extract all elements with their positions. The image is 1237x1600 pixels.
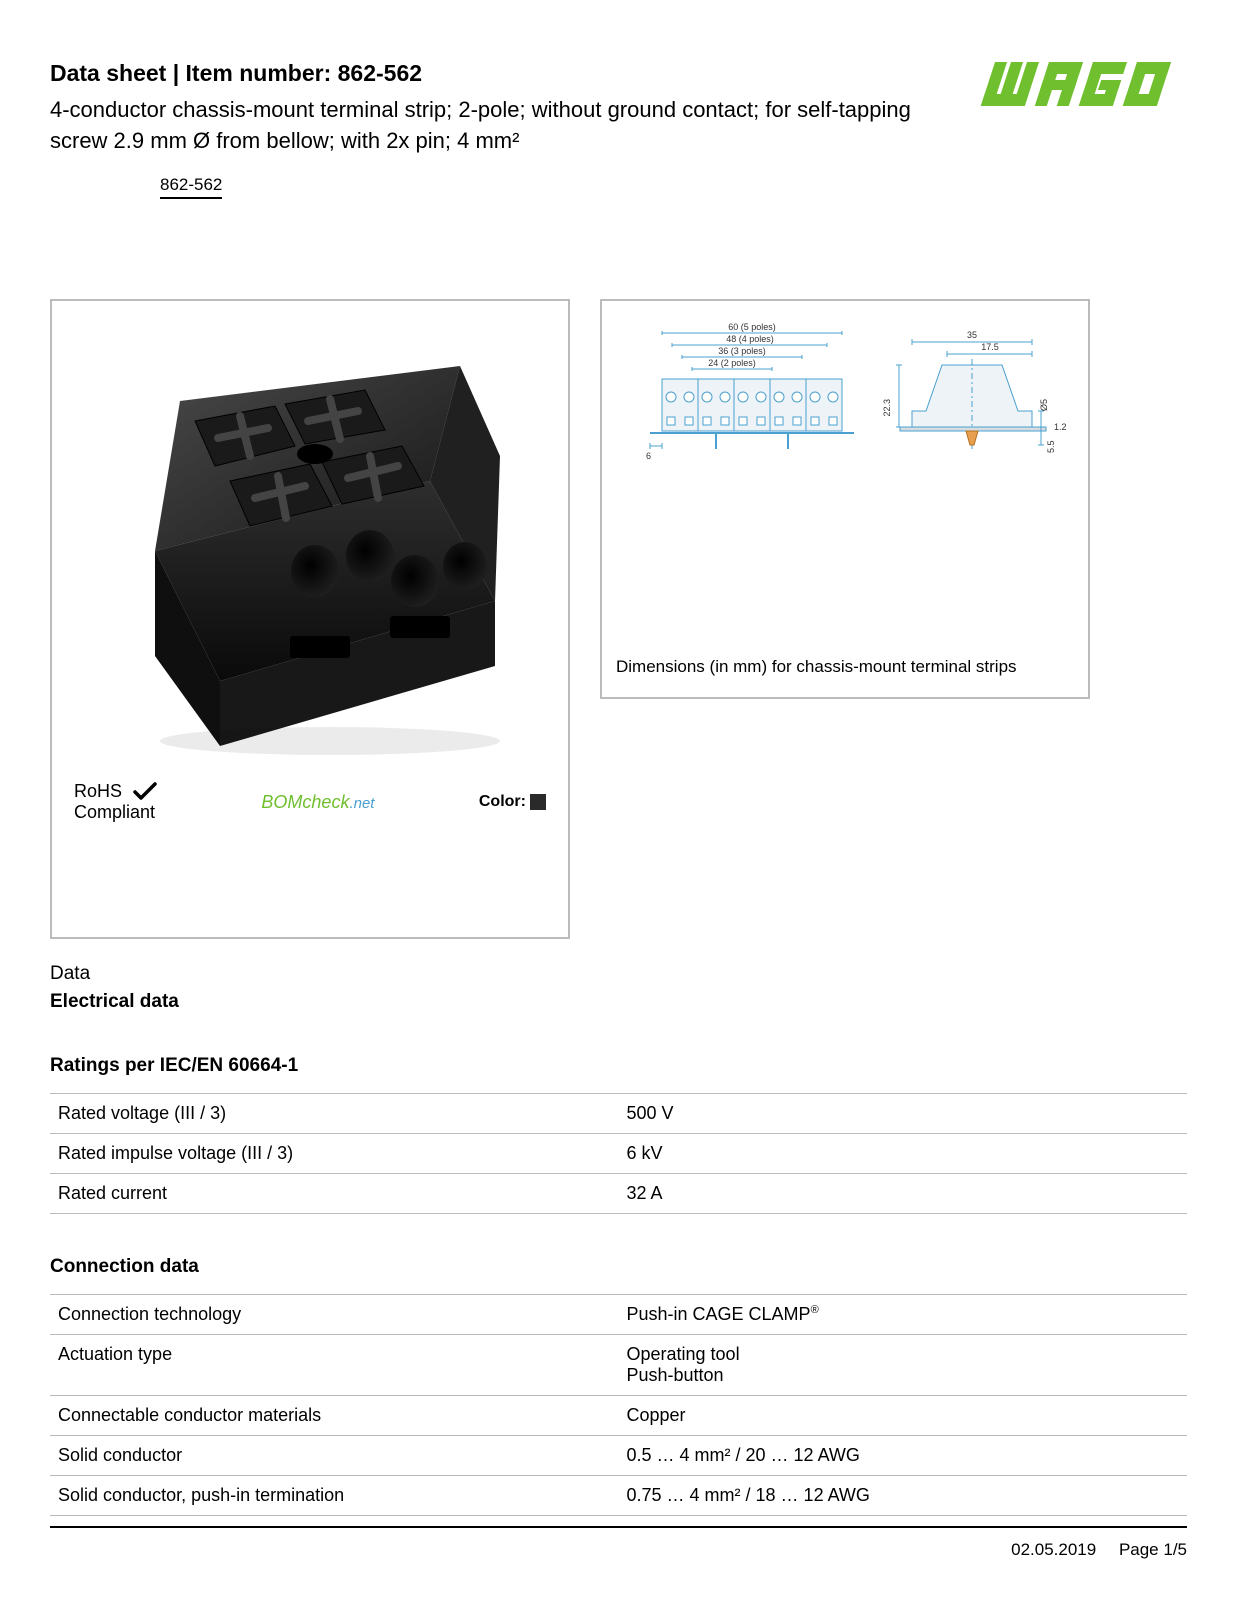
spec-value: 32 A [619,1173,1188,1213]
electrical-data-heading: Electrical data [50,991,1187,1013]
spec-key: Actuation type [50,1334,619,1395]
rohs-compliant-badge: RoHS Compliant [74,781,157,824]
dim-hole: Ø5 [1039,399,1049,411]
spec-value: Operating toolPush-button [619,1334,1188,1395]
title-item-number: 862-562 [338,60,422,86]
spec-key: Connectable conductor materials [50,1395,619,1435]
bomcheck-suffix: .net [349,795,374,812]
page-footer: 02.05.2019 Page 1/5 [50,1526,1187,1560]
spec-value: Push-in CAGE CLAMP® [619,1294,1188,1334]
dimension-caption: Dimensions (in mm) for chassis-mount ter… [616,657,1017,677]
title-item-label: Item number: [186,60,332,86]
data-section-label: Data [50,963,1187,985]
spec-key: Rated current [50,1173,619,1213]
table-row: Connection technologyPush-in CAGE CLAMP® [50,1294,1187,1334]
dim-w4: 48 (4 poles) [726,334,774,344]
spec-key: Connection technology [50,1294,619,1334]
check-icon [133,782,157,802]
title-prefix: Data sheet [50,60,166,86]
ratings-table: Rated voltage (III / 3)500 VRated impuls… [50,1093,1187,1214]
table-row: Connectable conductor materialsCopper [50,1395,1187,1435]
compliant-text: Compliant [74,802,155,822]
rohs-text: RoHS [74,781,122,801]
bomcheck-text: BOMcheck [261,792,349,812]
table-row: Solid conductor, push-in termination0.75… [50,1475,1187,1515]
table-row: Solid conductor0.5 … 4 mm² / 20 … 12 AWG [50,1435,1187,1475]
spec-key: Rated voltage (III / 3) [50,1093,619,1133]
dim-w3: 36 (3 poles) [718,346,766,356]
dim-thk: 1.2 [1054,422,1067,432]
connection-data-heading: Connection data [50,1256,1187,1278]
ratings-heading: Ratings per IEC/EN 60664-1 [50,1055,1187,1077]
dimension-drawing: 60 (5 poles) 48 (4 poles) 36 (3 poles) 2… [612,311,1078,641]
table-row: Rated current32 A [50,1173,1187,1213]
connection-table: Connection technologyPush-in CAGE CLAMP®… [50,1294,1187,1516]
product-image [66,311,554,771]
color-swatch [530,794,546,810]
bomcheck-logo: BOMcheck.net [261,792,374,813]
dim-pin: 5.5 [1046,440,1056,453]
spec-key: Solid conductor [50,1435,619,1475]
spec-value: 0.75 … 4 mm² / 18 … 12 AWG [619,1475,1188,1515]
dim-half: 17.5 [981,342,999,352]
dim-w2: 24 (2 poles) [708,358,756,368]
spec-value: Copper [619,1395,1188,1435]
dim-height: 22.3 [882,399,892,417]
table-row: Rated voltage (III / 3)500 V [50,1093,1187,1133]
table-row: Actuation typeOperating toolPush-button [50,1334,1187,1395]
footer-date: 02.05.2019 [1011,1540,1096,1559]
footer-page: Page 1/5 [1119,1540,1187,1559]
dim-w5: 60 (5 poles) [728,322,776,332]
spec-key: Solid conductor, push-in termination [50,1475,619,1515]
wago-logo [967,56,1187,121]
page-title: Data sheet | Item number: 862-562 [50,60,967,87]
subtitle: 4-conductor chassis-mount terminal strip… [50,95,967,157]
part-number-link[interactable]: 862-562 [160,175,222,199]
spec-value: 500 V [619,1093,1188,1133]
table-row: Rated impulse voltage (III / 3)6 kV [50,1133,1187,1173]
dim-gap: 6 [646,451,651,461]
spec-key: Rated impulse voltage (III / 3) [50,1133,619,1173]
spec-value: 0.5 … 4 mm² / 20 … 12 AWG [619,1435,1188,1475]
color-label-text: Color: [479,793,526,811]
product-image-box: RoHS Compliant BOMcheck.net Color: [50,299,570,939]
dimension-drawing-box: 60 (5 poles) 48 (4 poles) 36 (3 poles) 2… [600,299,1090,699]
dim-depth: 35 [967,330,977,340]
color-indicator: Color: [479,793,546,811]
title-sep: | [166,60,185,86]
spec-value: 6 kV [619,1133,1188,1173]
